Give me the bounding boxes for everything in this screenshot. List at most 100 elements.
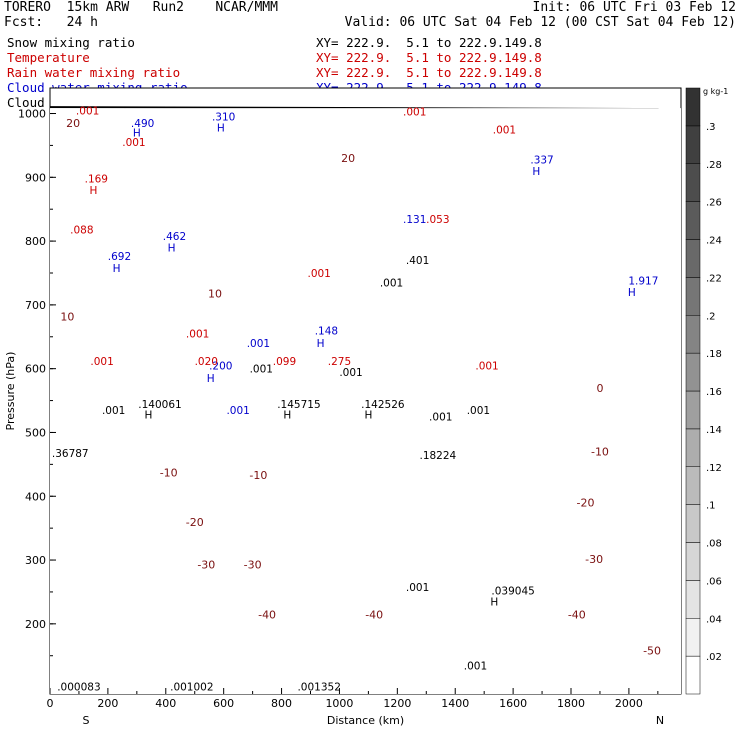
colorbar-swatch xyxy=(685,390,701,430)
colorbar-tick-label: .16 xyxy=(706,387,722,398)
field-value-label: .001 xyxy=(493,124,516,136)
temperature-label: -10 xyxy=(249,469,267,482)
colorbar-swatch xyxy=(685,87,701,127)
field-value-label: .001 xyxy=(467,405,490,417)
colorbar-tick-label: .2 xyxy=(706,311,716,322)
colorbar-swatch xyxy=(685,655,701,695)
colorbar-tick-label: .24 xyxy=(706,236,722,247)
field-value-label: .001 xyxy=(464,660,487,672)
field-value-label: .088 xyxy=(70,225,93,237)
colorbar-swatch xyxy=(685,352,701,392)
colorbar-swatch xyxy=(685,125,701,164)
temperature-label: -10 xyxy=(160,467,178,480)
temperature-label: -20 xyxy=(576,497,594,510)
field-value-label: H xyxy=(168,242,176,254)
x-tick-label: 1200 xyxy=(383,697,411,710)
field-value-label: .039045 xyxy=(491,586,534,598)
y-tick-label: 300 xyxy=(25,554,46,567)
field-value-label: .145715 xyxy=(277,399,320,411)
temperature-label: -40 xyxy=(365,608,383,621)
field-value-label: .001 xyxy=(380,278,403,290)
field-value-label: .000083 xyxy=(57,681,100,693)
temperature-label: 20 xyxy=(341,152,355,165)
field-value-label: H xyxy=(133,128,141,140)
south-end-label: S xyxy=(83,714,90,727)
temperature-label: -40 xyxy=(568,608,586,621)
field-value-label: .148 xyxy=(315,325,338,337)
temperature-label: -10 xyxy=(591,446,609,459)
y-tick-label: 400 xyxy=(25,490,46,503)
field-value-label: .001 xyxy=(226,405,249,417)
x-tick-label: 0 xyxy=(47,697,54,710)
field-value-label: H xyxy=(364,410,372,422)
field-value-label: .001 xyxy=(102,405,125,417)
colorbar-tick-label: .06 xyxy=(706,576,722,587)
x-tick-label: 800 xyxy=(271,697,292,710)
field-value-label: .001 xyxy=(475,360,498,372)
field-value-label: H xyxy=(490,597,498,609)
x-tick-label: 1600 xyxy=(499,697,527,710)
field-value-label: .131 xyxy=(403,214,426,226)
colorbar-swatch xyxy=(685,466,701,505)
field-value-label: .169 xyxy=(85,174,108,186)
colorbar-tick-label: .26 xyxy=(706,198,722,209)
colorbar-tick-label: .1 xyxy=(706,501,716,512)
y-tick-label: 700 xyxy=(25,299,46,312)
field-value-label: .490 xyxy=(131,118,154,130)
field-value-label: .001 xyxy=(122,137,145,149)
colorbar-swatch xyxy=(685,201,701,240)
legend-field-name: Temperature xyxy=(7,50,90,65)
temperature-label: -30 xyxy=(244,559,262,572)
x-tick-label: 1800 xyxy=(557,697,585,710)
x-tick-label: 2000 xyxy=(615,697,643,710)
temperature-label: 0 xyxy=(596,382,603,395)
temperature-label: 20 xyxy=(66,117,80,130)
colorbar-swatch xyxy=(685,618,701,657)
y-tick-label: 1000 xyxy=(18,108,46,121)
plot-area: -50 -40 -40 -40 -30 -30 -30 -20 -20 -10 -10 -10 0 10 1… xyxy=(50,105,681,694)
colorbar-swatch xyxy=(685,542,701,581)
colorbar-tick-label: .04 xyxy=(706,614,722,625)
model-run-label: TORERO 15km ARW Run2 NCAR/MMM xyxy=(4,0,278,15)
field-value-label: .020 xyxy=(195,356,218,368)
colorbar-tick-label: .02 xyxy=(706,652,722,663)
x-tick-label: 1400 xyxy=(441,697,469,710)
temperature-label: -30 xyxy=(197,559,215,572)
legend-field-xy: XY= 222.9. 5.1 to 222.9.149.8 xyxy=(316,35,542,50)
x-tick-label: 1000 xyxy=(325,697,353,710)
temperature-label: 10 xyxy=(208,287,222,300)
temperature-label: -30 xyxy=(585,553,603,566)
field-value-label: H xyxy=(144,410,152,422)
colorbar-swatch xyxy=(685,163,701,202)
field-value-label: .401 xyxy=(406,255,429,267)
y-axis-title: Pressure (hPa) xyxy=(4,352,17,431)
field-value-label: .310 xyxy=(212,112,235,124)
field-value-label: .36787 xyxy=(52,448,89,460)
legend-field-name: Rain water mixing ratio xyxy=(7,65,181,80)
field-value-label: .001 xyxy=(429,412,452,424)
temperature-label: -50 xyxy=(643,645,661,658)
y-tick-label: 600 xyxy=(25,363,46,376)
y-tick-label: 200 xyxy=(25,618,46,631)
below-ground xyxy=(50,108,681,694)
init-time-label: Init: 06 UTC Fri 03 Feb 12 xyxy=(532,0,737,15)
field-value-label: H xyxy=(317,338,325,350)
y-tick-label: 800 xyxy=(25,235,46,248)
colorbar-tick-label: .3 xyxy=(706,122,716,133)
field-value-label: .001 xyxy=(247,338,270,350)
field-value-label: H xyxy=(628,287,636,299)
colorbar-tick-label: .22 xyxy=(706,273,722,284)
field-value-label: .099 xyxy=(273,356,296,368)
colorbar-swatch xyxy=(685,504,701,543)
x-axis-title: Distance (km) xyxy=(327,714,404,727)
temperature-label: -20 xyxy=(186,516,204,529)
field-value-label: .337 xyxy=(530,154,553,166)
field-value-label: H xyxy=(532,166,540,178)
legend-field-xy: XY= 222.9. 5.1 to 222.9.149.8 xyxy=(316,50,542,65)
y-tick-label: 900 xyxy=(25,171,46,184)
north-end-label: N xyxy=(656,714,664,727)
field-value-label: .18224 xyxy=(419,450,456,462)
field-value-label: .001352 xyxy=(297,681,340,693)
field-value-label: H xyxy=(89,185,97,197)
field-value-label: .001 xyxy=(307,268,330,280)
